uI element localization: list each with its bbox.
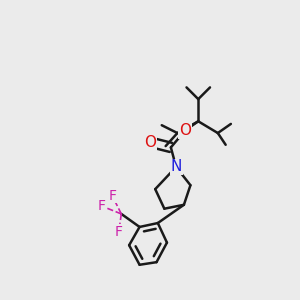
Text: F: F [108,189,116,203]
Text: N: N [170,160,182,175]
Text: O: O [144,135,156,150]
Text: O: O [179,123,191,138]
Text: F: F [115,225,123,239]
Text: F: F [98,199,106,213]
